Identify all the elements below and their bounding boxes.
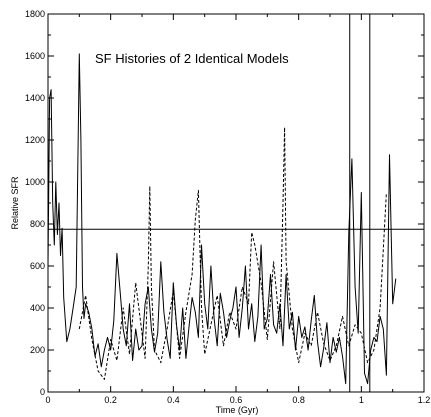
x-axis-title: Time (Gyr) [216,405,259,415]
ticks-layer: 0 0.2 0.4 0.6 0.8 1 1.2 0 200 400 600 800 1000 1200 14… [25,9,430,405]
y-tick-label: 1000 [25,177,45,187]
x-tick-label: 0.6 [230,395,243,405]
y-tick-label: 800 [30,219,45,229]
y-tick-label: 1600 [25,51,45,61]
x-tick-label: 1 [359,395,364,405]
x-tick-label: 0.2 [104,395,117,405]
x-tick-label: 0.4 [167,395,180,405]
axes-frame [47,13,425,393]
series-line-dashed [78,126,387,380]
series-layer [47,53,397,385]
plot-frame [47,13,425,393]
y-tick-label: 1400 [25,93,45,103]
y-tick-label: 0 [40,387,45,397]
y-tick-label: 400 [30,303,45,313]
reference-lines [48,14,424,392]
y-tick-label: 1200 [25,135,45,145]
labels-layer: SF Histories of 2 Identical Models Time … [10,51,289,415]
y-axis-title: Relative SFR [10,176,20,230]
y-tick-label: 200 [30,345,45,355]
series-line-solid [47,53,397,385]
chart-title: SF Histories of 2 Identical Models [95,51,289,66]
y-tick-label: 600 [30,261,45,271]
x-tick-label: 0.8 [292,395,305,405]
x-tick-label: 0 [45,395,50,405]
x-tick-label: 1.2 [418,395,431,405]
y-tick-label: 1800 [25,9,45,19]
